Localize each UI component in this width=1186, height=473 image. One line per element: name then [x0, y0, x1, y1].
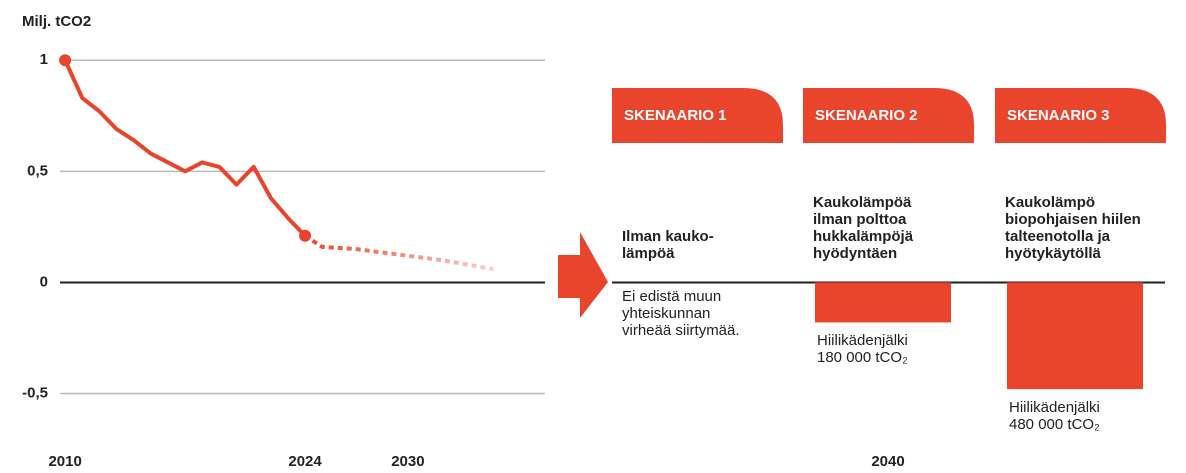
scenario-tab	[995, 88, 1166, 143]
bar	[1007, 282, 1143, 390]
bar	[815, 282, 951, 323]
scenario-tab-label: SKENAARIO 2	[815, 107, 918, 124]
y-tick-label: 0	[40, 273, 48, 290]
y-tick-label: 1	[40, 51, 48, 68]
x-tick-label: 2030	[391, 453, 424, 470]
line-series	[303, 234, 494, 272]
scenario-tab-label: SKENAARIO 1	[624, 107, 727, 124]
x-tick-label: 2010	[48, 453, 81, 470]
value-label: Hiilikädenjälki 480 000 tCO₂	[1009, 399, 1100, 434]
point-marker	[59, 54, 72, 67]
point-marker	[299, 229, 312, 242]
scenario-heading: Kaukolämpö biopohjaisen hiilen talteenot…	[1005, 194, 1141, 262]
arrow	[558, 232, 608, 318]
scenario-tab	[612, 88, 783, 143]
value-label: Hiilikädenjälki 180 000 tCO₂	[817, 332, 908, 367]
y-axis-label: Milj. tCO2	[22, 13, 91, 30]
scenario-tab	[803, 88, 974, 143]
scenario-note: Ei edistä muun yhteiskunnan virheää siir…	[622, 288, 740, 340]
line-series	[63, 59, 307, 238]
scenario-heading: Ilman kauko- lämpöä	[622, 228, 714, 262]
x-tick-label: 2024	[288, 453, 322, 470]
scenario-heading: Kaukolämpöä ilman polttoa hukkalämpöjä h…	[813, 194, 914, 262]
x-axis-label: 2040	[871, 453, 904, 470]
scenario-tab-label: SKENAARIO 3	[1007, 107, 1110, 124]
y-tick-label: -0,5	[22, 385, 48, 402]
y-tick-label: 0,5	[27, 162, 48, 179]
